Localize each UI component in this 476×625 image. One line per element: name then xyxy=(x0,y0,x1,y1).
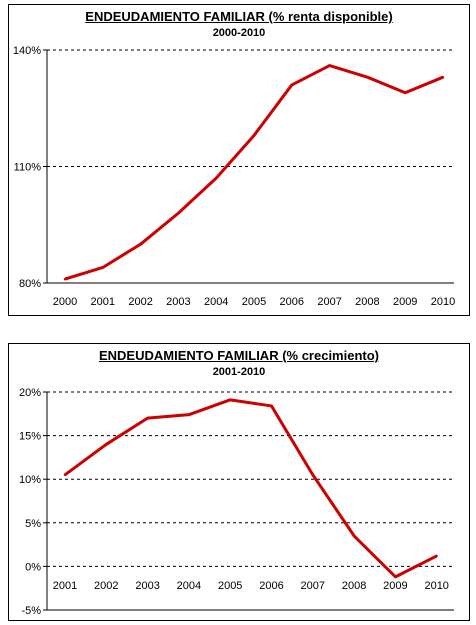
chart-title: ENDEUDAMIENTO FAMILIAR (% renta disponib… xyxy=(85,9,393,24)
x-tick-label: 2005 xyxy=(218,580,242,592)
data-point xyxy=(252,134,256,137)
x-tick-label: 2001 xyxy=(91,296,115,308)
data-point xyxy=(404,91,407,94)
x-tick-label: 2010 xyxy=(424,580,448,592)
y-tick-label: 110% xyxy=(14,162,42,174)
data-point xyxy=(270,404,273,408)
x-tick-label: 2002 xyxy=(128,296,152,308)
chart-crecimiento: ENDEUDAMIENTO FAMILIAR (% crecimiento) 2… xyxy=(8,343,470,621)
x-tick-label: 2003 xyxy=(135,580,159,592)
data-point xyxy=(352,534,356,538)
x-tick-label: 2003 xyxy=(166,296,190,308)
data-point xyxy=(177,211,180,215)
chart-subtitle: 2001-2010 xyxy=(212,366,266,378)
x-tick-label: 2005 xyxy=(242,296,266,308)
series-line xyxy=(64,398,438,579)
x-tick-label: 2004 xyxy=(177,580,201,592)
x-tick-label: 2007 xyxy=(301,580,325,592)
x-tick-label: 2009 xyxy=(383,580,407,592)
chart-subtitle: 2000-2010 xyxy=(212,27,266,39)
y-tick-label: 0% xyxy=(25,561,41,573)
data-point xyxy=(441,75,445,79)
data-point xyxy=(394,575,397,579)
data-point xyxy=(366,75,369,79)
y-tick-label: 20% xyxy=(19,387,41,399)
x-tick-label: 2002 xyxy=(94,580,118,592)
data-point xyxy=(139,242,142,246)
data-point xyxy=(63,473,67,477)
data-point xyxy=(328,64,331,67)
data-point xyxy=(63,277,67,281)
y-tick-label: 15% xyxy=(19,431,41,443)
data-point xyxy=(187,413,191,416)
data-point xyxy=(290,83,293,87)
data-point xyxy=(215,176,218,180)
x-tick-label: 2006 xyxy=(259,580,283,592)
y-tick-label: 80% xyxy=(19,278,41,290)
data-point xyxy=(229,398,232,402)
y-tick-label: 5% xyxy=(25,518,41,530)
data-point xyxy=(435,554,438,558)
chart-plot-area: -5% 0% 5% 10% 15% 20% 2001 2002 2003 2004 2005 2006… xyxy=(19,387,454,617)
x-tick-label: 2000 xyxy=(53,296,77,308)
y-tick-label: 140% xyxy=(13,45,41,57)
x-tick-label: 2008 xyxy=(355,296,379,308)
x-tick-label: 2010 xyxy=(431,296,455,308)
x-tick-label: 2001 xyxy=(53,580,77,592)
data-point xyxy=(146,416,149,420)
x-tick-label: 2008 xyxy=(342,580,366,592)
y-tick-label: 10% xyxy=(19,474,41,486)
x-tick-label: 2009 xyxy=(393,296,417,308)
x-tick-label: 2006 xyxy=(280,296,304,308)
data-point xyxy=(101,266,105,269)
y-tick-label: -5% xyxy=(21,605,41,617)
series-line xyxy=(64,64,444,281)
data-point xyxy=(311,473,314,477)
chart-title: ENDEUDAMIENTO FAMILIAR (% crecimiento) xyxy=(98,348,379,363)
x-tick-label: 2007 xyxy=(317,296,341,308)
chart-renta-disponible: ENDEUDAMIENTO FAMILIAR (% renta disponib… xyxy=(8,4,470,316)
chart-plot-area: 80% 110% 140% 2000 2001 2002 2003 2004 2005 2006 2… xyxy=(13,45,455,308)
x-tick-label: 2004 xyxy=(204,296,228,308)
data-point xyxy=(105,443,108,446)
